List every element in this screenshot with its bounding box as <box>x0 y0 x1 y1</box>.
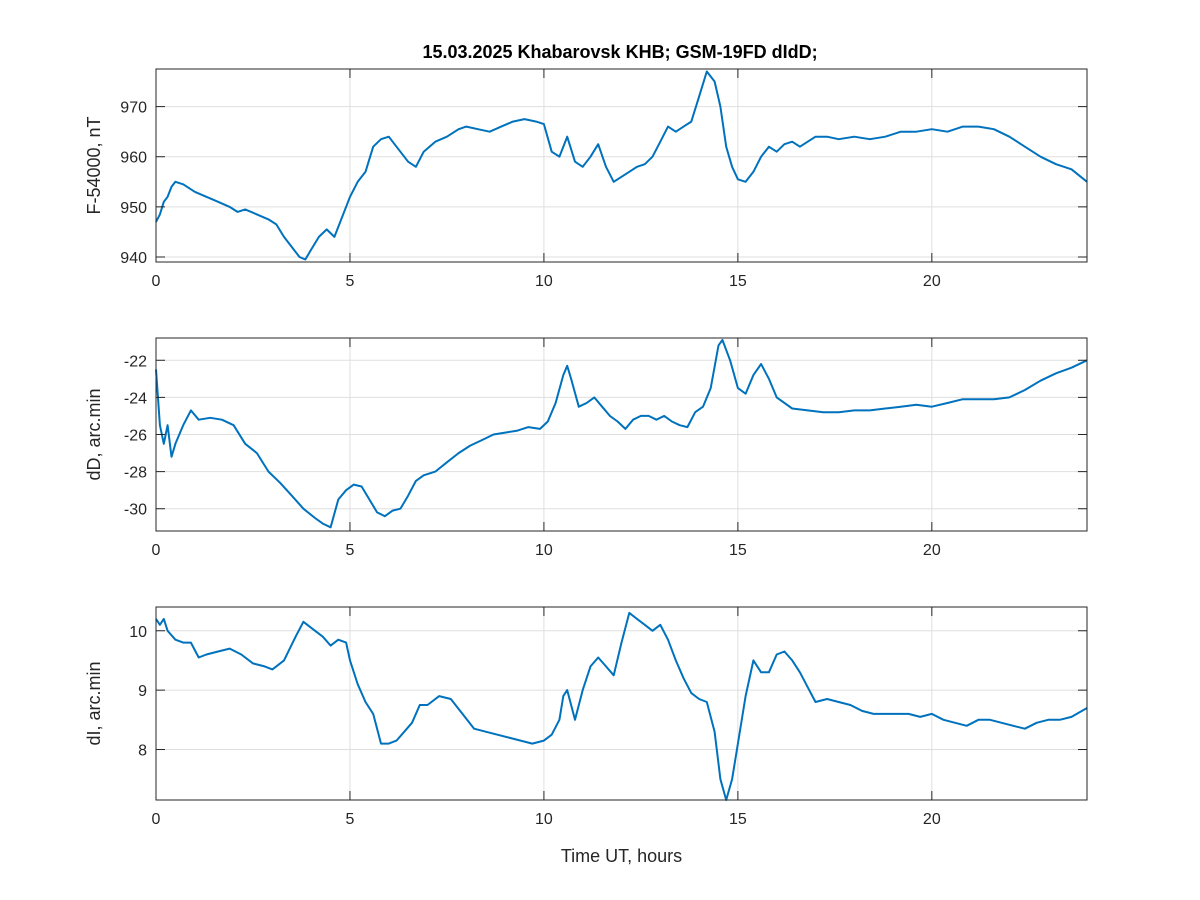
y-tick-label: -24 <box>124 390 147 407</box>
panel-dd-declination: 0 5 10 15 20 -30 -28 -26 -24 -22 dD, arc.min <box>84 337 1088 559</box>
x-tick-label: 5 <box>346 542 355 559</box>
y-tick-label: 940 <box>120 250 147 267</box>
x-tick-label: 20 <box>923 273 941 290</box>
panel-f-total-field: 0 5 10 15 20 940 950 960 970 F-54000, nT <box>84 68 1088 290</box>
x-tick-label: 20 <box>923 811 941 828</box>
y-tick-label: 950 <box>120 200 147 217</box>
axes-frame <box>155 606 1088 801</box>
x-tick-label: 5 <box>346 273 355 290</box>
x-tick-label: 15 <box>729 273 747 290</box>
y-tick-label: -26 <box>124 428 147 445</box>
y-tick-label: 960 <box>120 150 147 167</box>
plot-area-f <box>156 69 1087 262</box>
x-tick-label: 5 <box>346 811 355 828</box>
y-tick-label: -30 <box>124 502 147 519</box>
y-tick-label: 9 <box>138 683 147 700</box>
x-tick-label: 10 <box>535 273 553 290</box>
x-tick-label: 20 <box>923 542 941 559</box>
x-tick-label: 0 <box>152 273 161 290</box>
series-line-dd <box>155 338 1088 529</box>
y-tick-label: -22 <box>124 353 147 370</box>
x-tick-label: 10 <box>535 811 553 828</box>
axes-frame <box>155 68 1088 263</box>
series-line-di <box>155 611 1088 801</box>
y-axis-label: dI, arc.min <box>84 661 104 745</box>
x-tick-label: 0 <box>152 542 161 559</box>
x-tick-label: 15 <box>729 811 747 828</box>
y-tick-label: 8 <box>138 743 147 760</box>
y-axis-label: F-54000, nT <box>84 116 104 214</box>
x-tick-label: 0 <box>152 811 161 828</box>
panel-di-inclination: 0 5 10 15 20 8 9 10 dI, arc.min Time UT, hours <box>84 606 1088 866</box>
x-tick-label: 10 <box>535 542 553 559</box>
series-line-f <box>155 70 1088 261</box>
figure-title: 15.03.2025 Khabarovsk KHB; GSM-19FD dIdD… <box>422 42 817 62</box>
y-tick-label: 970 <box>120 100 147 117</box>
y-tick-label: 10 <box>129 624 147 641</box>
y-tick-label: -28 <box>124 465 147 482</box>
x-tick-label: 15 <box>729 542 747 559</box>
x-axis-label: Time UT, hours <box>561 846 682 866</box>
y-axis-label: dD, arc.min <box>84 388 104 480</box>
